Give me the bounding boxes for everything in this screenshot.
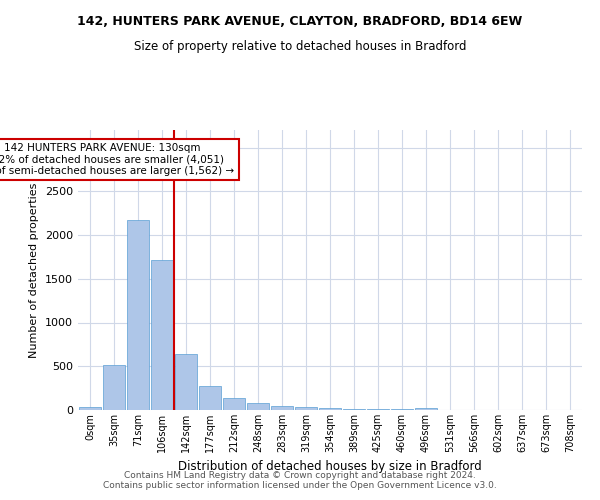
Bar: [415, 408, 437, 410]
Bar: [127, 220, 149, 410]
Text: Contains HM Land Registry data © Crown copyright and database right 2024.
Contai: Contains HM Land Registry data © Crown c…: [103, 470, 497, 490]
Bar: [343, 408, 365, 410]
Text: 142, HUNTERS PARK AVENUE, CLAYTON, BRADFORD, BD14 6EW: 142, HUNTERS PARK AVENUE, CLAYTON, BRADF…: [77, 15, 523, 28]
Bar: [199, 386, 221, 410]
Bar: [319, 408, 341, 410]
Bar: [295, 407, 317, 410]
Bar: [271, 406, 293, 410]
Y-axis label: Number of detached properties: Number of detached properties: [29, 182, 40, 358]
X-axis label: Distribution of detached houses by size in Bradford: Distribution of detached houses by size …: [178, 460, 482, 473]
Bar: [367, 409, 389, 410]
Bar: [223, 398, 245, 410]
Text: 142 HUNTERS PARK AVENUE: 130sqm
← 72% of detached houses are smaller (4,051)
28%: 142 HUNTERS PARK AVENUE: 130sqm ← 72% of…: [0, 143, 235, 176]
Bar: [103, 364, 125, 410]
Bar: [175, 354, 197, 410]
Bar: [151, 260, 173, 410]
Bar: [247, 403, 269, 410]
Bar: [79, 408, 101, 410]
Text: Size of property relative to detached houses in Bradford: Size of property relative to detached ho…: [134, 40, 466, 53]
